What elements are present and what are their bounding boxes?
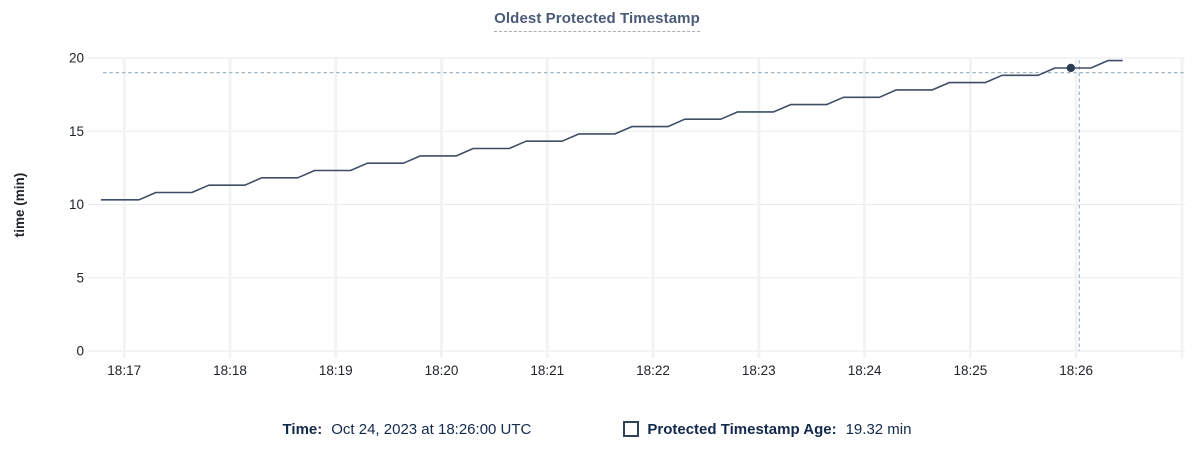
y-tick-label: 15 [69,124,84,139]
legend-series-value: 19.32 min [845,420,912,438]
x-tick-label: 18:21 [530,363,564,378]
y-tick-label: 10 [69,197,84,212]
x-tick-label: 18:22 [636,363,670,378]
legend-series-label: Protected Timestamp Age: [647,420,837,438]
x-tick-label: 18:26 [1059,363,1093,378]
line-chart[interactable]: time (min) 0 5 10 15 20 18:17 18:18 18:19 18:20 1… [0,0,1194,400]
y-axis-title: time (min) [12,173,27,238]
legend: Time: Oct 24, 2023 at 18:26:00 UTC Prote… [0,414,1194,444]
series-line [100,59,1123,201]
x-tick-label: 18:25 [953,363,987,378]
legend-series-group[interactable]: Protected Timestamp Age: 19.32 min [623,421,911,438]
legend-series-checkbox[interactable] [623,421,640,437]
y-tick-label: 0 [76,344,84,359]
x-tick-label: 18:20 [425,363,459,378]
x-tick-label: 18:18 [213,363,247,378]
x-tick-label: 18:19 [319,363,353,378]
legend-time-value: Oct 24, 2023 at 18:26:00 UTC [331,420,532,438]
chart-title-row: Oldest Protected Timestamp [0,10,1194,32]
x-tick-label: 18:17 [107,363,141,378]
legend-time-group: Time: Oct 24, 2023 at 18:26:00 UTC [283,421,532,438]
chart-title[interactable]: Oldest Protected Timestamp [494,10,700,32]
x-tick-label: 18:23 [742,363,776,378]
plot-area[interactable] [103,58,1185,351]
y-tick-label: 5 [76,270,84,285]
y-tick-label: 20 [69,51,84,66]
x-tick-label: 18:24 [848,363,882,378]
legend-time-label: Time: [282,420,323,438]
hover-point [1066,63,1076,73]
